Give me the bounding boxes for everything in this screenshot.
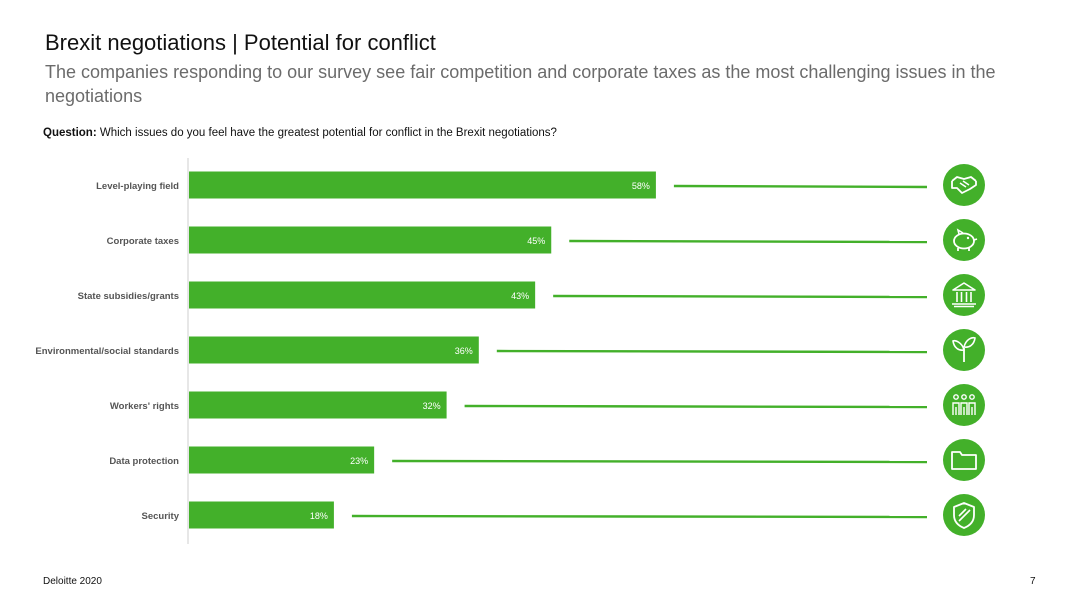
question-label: Question: <box>43 127 97 139</box>
connector-line <box>569 239 928 244</box>
footer-source: Deloitte 2020 <box>43 576 102 587</box>
sprout-icon <box>943 329 985 371</box>
folder-icon <box>943 439 985 481</box>
piggy-bank-icon <box>943 219 985 261</box>
category-label: Workers' rights <box>110 401 179 412</box>
bar <box>189 446 375 474</box>
category-label: Security <box>142 511 180 522</box>
people-group-icon <box>943 384 985 426</box>
value-label: 36% <box>455 346 473 356</box>
bar <box>189 281 536 309</box>
government-building-icon <box>943 274 985 316</box>
bar <box>189 391 447 419</box>
value-label: 23% <box>350 456 368 466</box>
category-label: Data protection <box>109 456 179 467</box>
value-label: 32% <box>423 401 441 411</box>
bar <box>189 336 479 364</box>
page-subtitle: The companies responding to our survey s… <box>45 62 996 106</box>
bar <box>189 226 552 254</box>
category-label: Level-playing field <box>96 181 179 192</box>
value-label: 43% <box>511 291 529 301</box>
value-label: 18% <box>310 511 328 521</box>
connector-line <box>351 514 928 519</box>
category-label: State subsidies/grants <box>78 291 179 302</box>
category-label: Corporate taxes <box>107 236 179 247</box>
connector-line <box>553 294 928 299</box>
connector-line <box>464 404 928 409</box>
value-label: 58% <box>632 181 650 191</box>
connector-line <box>496 349 928 354</box>
connector-line <box>673 184 928 189</box>
page-number: 7 <box>1030 576 1036 587</box>
survey-question: Question: Which issues do you feel have … <box>43 127 557 139</box>
connector-line <box>392 459 928 464</box>
shield-check-icon <box>943 494 985 536</box>
category-label: Environmental/social standards <box>35 346 179 357</box>
bar <box>189 501 334 529</box>
value-label: 45% <box>527 236 545 246</box>
question-text: Which issues do you feel have the greate… <box>96 127 557 139</box>
handshake-icon <box>943 164 985 206</box>
bar <box>189 171 656 199</box>
page-title: Brexit negotiations | Potential for conf… <box>45 30 436 55</box>
